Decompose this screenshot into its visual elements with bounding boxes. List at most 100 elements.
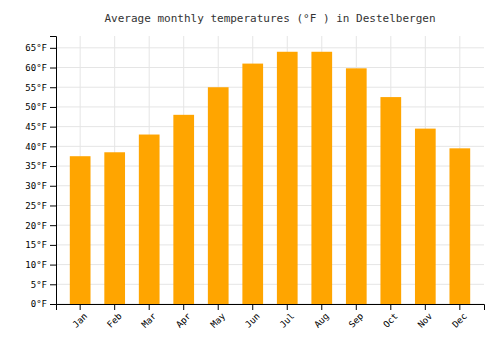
x-tick: Aug bbox=[312, 304, 331, 330]
x-tick: Oct bbox=[381, 304, 400, 330]
x-axis-line bbox=[57, 305, 485, 311]
x-tick-mark bbox=[149, 304, 150, 310]
y-tick-mark bbox=[50, 304, 56, 305]
y-axis: 0°F 5°F 10°F 15°F 20°F 25°F 30°F 35°F 40°F 45°F 50… bbox=[25, 37, 56, 310]
y-tick-label: 65°F bbox=[25, 43, 47, 53]
grid bbox=[56, 36, 484, 304]
y-tick-label: 0°F bbox=[31, 299, 47, 309]
y-grid-line bbox=[56, 67, 484, 68]
x-axis: Jan Feb Mar Apr May Jun Jul Aug Sep Oct Nov Dec bbox=[57, 304, 485, 330]
y-grid-line bbox=[56, 126, 484, 127]
bar bbox=[208, 87, 229, 304]
y-tick: 20°F bbox=[25, 221, 56, 231]
y-tick: 65°F bbox=[25, 43, 56, 53]
x-tick-mark bbox=[425, 304, 426, 310]
chart: 0°F 5°F 10°F 15°F 20°F 25°F 30°F 35°F 40°F 45°F 50… bbox=[0, 0, 500, 350]
y-tick: 40°F bbox=[25, 142, 56, 152]
y-tick: 15°F bbox=[25, 240, 56, 250]
x-tick-mark bbox=[183, 304, 184, 310]
x-tick-mark bbox=[252, 304, 253, 310]
y-tick-label: 25°F bbox=[25, 201, 47, 211]
y-tick-mark bbox=[50, 284, 56, 285]
y-tick-label: 35°F bbox=[25, 161, 47, 171]
bar bbox=[104, 152, 125, 304]
x-tick-label: Aug bbox=[312, 311, 331, 330]
x-tick: Apr bbox=[174, 304, 193, 330]
x-tick-label: Jun bbox=[243, 311, 262, 330]
y-tick-mark bbox=[50, 146, 56, 147]
y-grid-line bbox=[56, 106, 484, 107]
x-tick: Jul bbox=[278, 304, 297, 330]
x-tick: Sep bbox=[347, 304, 366, 330]
y-tick: 35°F bbox=[25, 161, 56, 171]
y-grid-line bbox=[56, 87, 484, 88]
y-tick-mark bbox=[50, 87, 56, 88]
y-tick-label: 40°F bbox=[25, 142, 47, 152]
y-tick-label: 10°F bbox=[25, 260, 47, 270]
x-tick-mark bbox=[459, 304, 460, 310]
y-tick-label: 45°F bbox=[25, 122, 47, 132]
y-tick: 60°F bbox=[25, 63, 56, 73]
y-tick: 5°F bbox=[31, 280, 56, 290]
x-tick-mark bbox=[114, 304, 115, 310]
y-tick-mark bbox=[50, 245, 56, 246]
y-tick-label: 15°F bbox=[25, 240, 47, 250]
x-tick-mark bbox=[287, 304, 288, 310]
bar bbox=[449, 148, 470, 304]
y-tick-mark bbox=[50, 166, 56, 167]
y-grid-line bbox=[56, 47, 484, 48]
y-tick-label: 20°F bbox=[25, 221, 47, 231]
x-tick: Mar bbox=[140, 304, 159, 330]
y-tick-mark bbox=[50, 205, 56, 206]
title: Average monthly temperatures (°F ) in De… bbox=[104, 12, 435, 25]
x-tick-mark bbox=[356, 304, 357, 310]
y-tick-mark bbox=[50, 48, 56, 49]
y-tick-label: 50°F bbox=[25, 102, 47, 112]
x-tick-label: Apr bbox=[174, 311, 193, 330]
x-tick-mark bbox=[218, 304, 219, 310]
y-tick: 55°F bbox=[25, 83, 56, 93]
bar bbox=[173, 115, 194, 304]
y-tick-label: 5°F bbox=[31, 280, 47, 290]
bar bbox=[346, 68, 367, 304]
y-tick: 0°F bbox=[31, 299, 56, 309]
bar bbox=[415, 129, 436, 304]
x-tick-label: Mar bbox=[140, 311, 159, 330]
x-tick-label: Jul bbox=[278, 311, 297, 330]
y-tick-mark bbox=[50, 186, 56, 187]
x-tick-label: May bbox=[209, 311, 228, 330]
x-tick-label: Nov bbox=[416, 311, 435, 330]
x-tick-label: Feb bbox=[105, 311, 124, 330]
x-tick-mark bbox=[80, 304, 81, 310]
y-tick-mark bbox=[50, 265, 56, 266]
plot: 0°F 5°F 10°F 15°F 20°F 25°F 30°F 35°F 40°F 45°F 50… bbox=[25, 36, 484, 330]
x-tick-label: Jan bbox=[71, 311, 90, 330]
y-tick-label: 30°F bbox=[25, 181, 47, 191]
y-tick: 25°F bbox=[25, 201, 56, 211]
y-tick: 30°F bbox=[25, 181, 56, 191]
y-tick: 10°F bbox=[25, 260, 56, 270]
y-tick-mark bbox=[50, 68, 56, 69]
bar bbox=[277, 52, 298, 304]
x-tick: Jun bbox=[243, 304, 262, 330]
y-tick-mark bbox=[50, 225, 56, 226]
bar bbox=[70, 156, 91, 304]
bar bbox=[380, 97, 401, 304]
x-tick-label: Oct bbox=[381, 311, 400, 330]
y-tick-mark bbox=[50, 107, 56, 108]
y-axis-line bbox=[50, 37, 57, 305]
y-tick: 45°F bbox=[25, 122, 56, 132]
bar bbox=[139, 135, 160, 304]
x-tick-mark bbox=[390, 304, 391, 310]
y-tick-label: 60°F bbox=[25, 63, 47, 73]
x-tick: May bbox=[209, 304, 228, 330]
x-tick-label: Dec bbox=[450, 311, 469, 330]
x-tick-label: Sep bbox=[347, 311, 366, 330]
bar bbox=[311, 52, 332, 304]
x-tick: Nov bbox=[416, 304, 435, 330]
bars bbox=[70, 52, 470, 304]
bar bbox=[242, 64, 263, 304]
y-tick-mark bbox=[50, 127, 56, 128]
y-tick-label: 55°F bbox=[25, 83, 47, 93]
x-tick: Dec bbox=[450, 304, 469, 330]
